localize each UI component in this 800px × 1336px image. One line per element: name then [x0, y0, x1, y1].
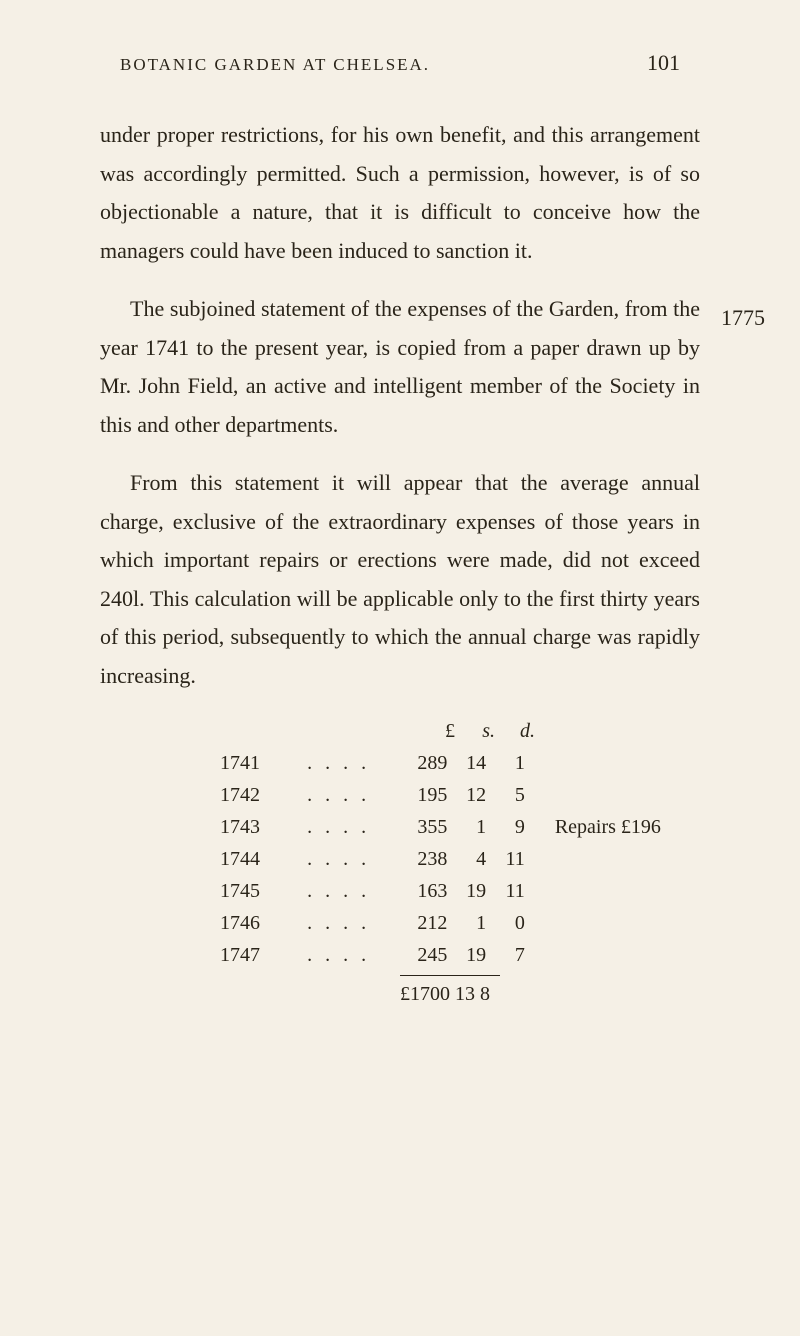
header-title: BOTANIC GARDEN AT CHELSEA.: [120, 55, 430, 75]
cell-note: [525, 875, 700, 907]
paragraph-3: From this statement it will appear that …: [100, 464, 700, 695]
table-header-row: 0000 .... £ s. d.: [220, 715, 700, 747]
header-pence: d.: [495, 715, 535, 747]
cell-shillings: 1: [447, 811, 486, 843]
page-number: 101: [647, 50, 680, 76]
cell-dots: . . . .: [307, 779, 394, 811]
cell-year: 1741: [220, 747, 307, 779]
cell-pence: 11: [486, 843, 525, 875]
cell-shillings: 19: [447, 875, 486, 907]
cell-year: 1747: [220, 939, 307, 971]
cell-year: 1743: [220, 811, 307, 843]
cell-pence: 0: [486, 907, 525, 939]
cell-note: Repairs £196: [525, 811, 700, 843]
total-value: £1700 13 8: [400, 978, 490, 1010]
cell-note: [525, 843, 700, 875]
table-row: 1744 . . . . 238 4 11: [220, 843, 700, 875]
cell-pence: 11: [486, 875, 525, 907]
total-row: £1700 13 8: [400, 978, 700, 1010]
cell-pounds: 355: [394, 811, 447, 843]
page-header: BOTANIC GARDEN AT CHELSEA. 101: [100, 50, 700, 76]
cell-year: 1746: [220, 907, 307, 939]
cell-dots: . . . .: [307, 811, 394, 843]
table-row: 1741 . . . . 289 14 1: [220, 747, 700, 779]
table-row: 1742 . . . . 195 12 5: [220, 779, 700, 811]
cell-pounds: 212: [394, 907, 447, 939]
cell-pence: 5: [486, 779, 525, 811]
cell-pounds: 245: [394, 939, 447, 971]
paragraph-1: under proper restrictions, for his own b…: [100, 116, 700, 270]
table-row: 1746 . . . . 212 1 0: [220, 907, 700, 939]
cell-dots: . . . .: [307, 907, 394, 939]
paragraph-2: The subjoined statement of the expenses …: [100, 290, 700, 444]
cell-year: 1745: [220, 875, 307, 907]
cell-pence: 7: [486, 939, 525, 971]
cell-dots: . . . .: [307, 939, 394, 971]
table-row: 1747 . . . . 245 19 7: [220, 939, 700, 971]
cell-dots: . . . .: [307, 875, 394, 907]
cell-pounds: 195: [394, 779, 447, 811]
cell-shillings: 1: [447, 907, 486, 939]
cell-shillings: 12: [447, 779, 486, 811]
cell-pounds: 163: [394, 875, 447, 907]
header-shillings: s.: [455, 715, 495, 747]
cell-note: [525, 747, 700, 779]
table-row: 1745 . . . . 163 19 11: [220, 875, 700, 907]
cell-pence: 9: [486, 811, 525, 843]
header-pounds: £: [400, 715, 455, 747]
cell-pounds: 289: [394, 747, 447, 779]
table-row: 1743 . . . . 355 1 9 Repairs £196: [220, 811, 700, 843]
cell-pounds: 238: [394, 843, 447, 875]
cell-shillings: 4: [447, 843, 486, 875]
cell-note: [525, 939, 700, 971]
cell-shillings: 19: [447, 939, 486, 971]
margin-year: 1775: [721, 305, 765, 331]
cell-dots: . . . .: [307, 747, 394, 779]
cell-pence: 1: [486, 747, 525, 779]
cell-note: [525, 779, 700, 811]
cell-note: [525, 907, 700, 939]
expense-table: 0000 .... £ s. d. 1741 . . . . 289 14 1 …: [220, 715, 700, 1010]
cell-shillings: 14: [447, 747, 486, 779]
cell-year: 1742: [220, 779, 307, 811]
cell-dots: . . . .: [307, 843, 394, 875]
cell-year: 1744: [220, 843, 307, 875]
total-divider: [400, 975, 500, 976]
